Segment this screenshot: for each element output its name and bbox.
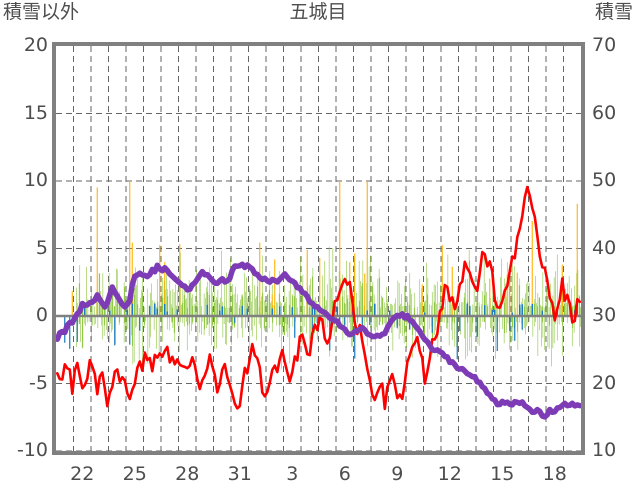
y2-tick-label: 30: [592, 304, 617, 326]
y2-tick-label: 20: [592, 371, 617, 394]
plot-area: [52, 42, 585, 455]
y2-tick-label: 10: [592, 439, 617, 461]
chart-canvas: [56, 46, 581, 451]
y-tick-label: -10: [16, 439, 48, 461]
purple-snow-depth-line: [56, 261, 581, 420]
y2-tick-label: 50: [592, 169, 617, 191]
x-tick-label: 18: [542, 463, 567, 485]
x-tick-label: 25: [122, 463, 147, 485]
x-tick-label: 28: [175, 463, 200, 485]
x-tick-label: 6: [338, 463, 351, 485]
y-tick-label: 20: [23, 34, 48, 56]
green-bars: [76, 246, 581, 369]
x-tick-label: 22: [70, 463, 95, 485]
x-tick-label: 3: [286, 463, 299, 485]
left-axis-title: 積雪以外: [3, 1, 80, 23]
plot-inner: [56, 46, 581, 451]
y-tick-label: -5: [29, 371, 48, 394]
page-title: 五城目: [289, 1, 347, 23]
red-temperature-line: [56, 185, 581, 411]
x-tick-label: 12: [437, 463, 462, 485]
gridlines: [56, 46, 581, 451]
x-tick-label: 15: [490, 463, 515, 485]
y-tick-label: 10: [23, 169, 48, 191]
y-tick-label: 15: [23, 101, 48, 124]
y-tick-label: 5: [35, 236, 48, 259]
x-tick-label: 31: [227, 463, 252, 485]
y-tick-label: 0: [35, 304, 48, 326]
y2-tick-label: 60: [592, 101, 617, 124]
y2-tick-label: 70: [592, 34, 617, 56]
x-tick-label: 9: [391, 463, 404, 485]
right-axis-title: 積雪: [594, 1, 633, 23]
y2-tick-label: 40: [592, 236, 617, 259]
